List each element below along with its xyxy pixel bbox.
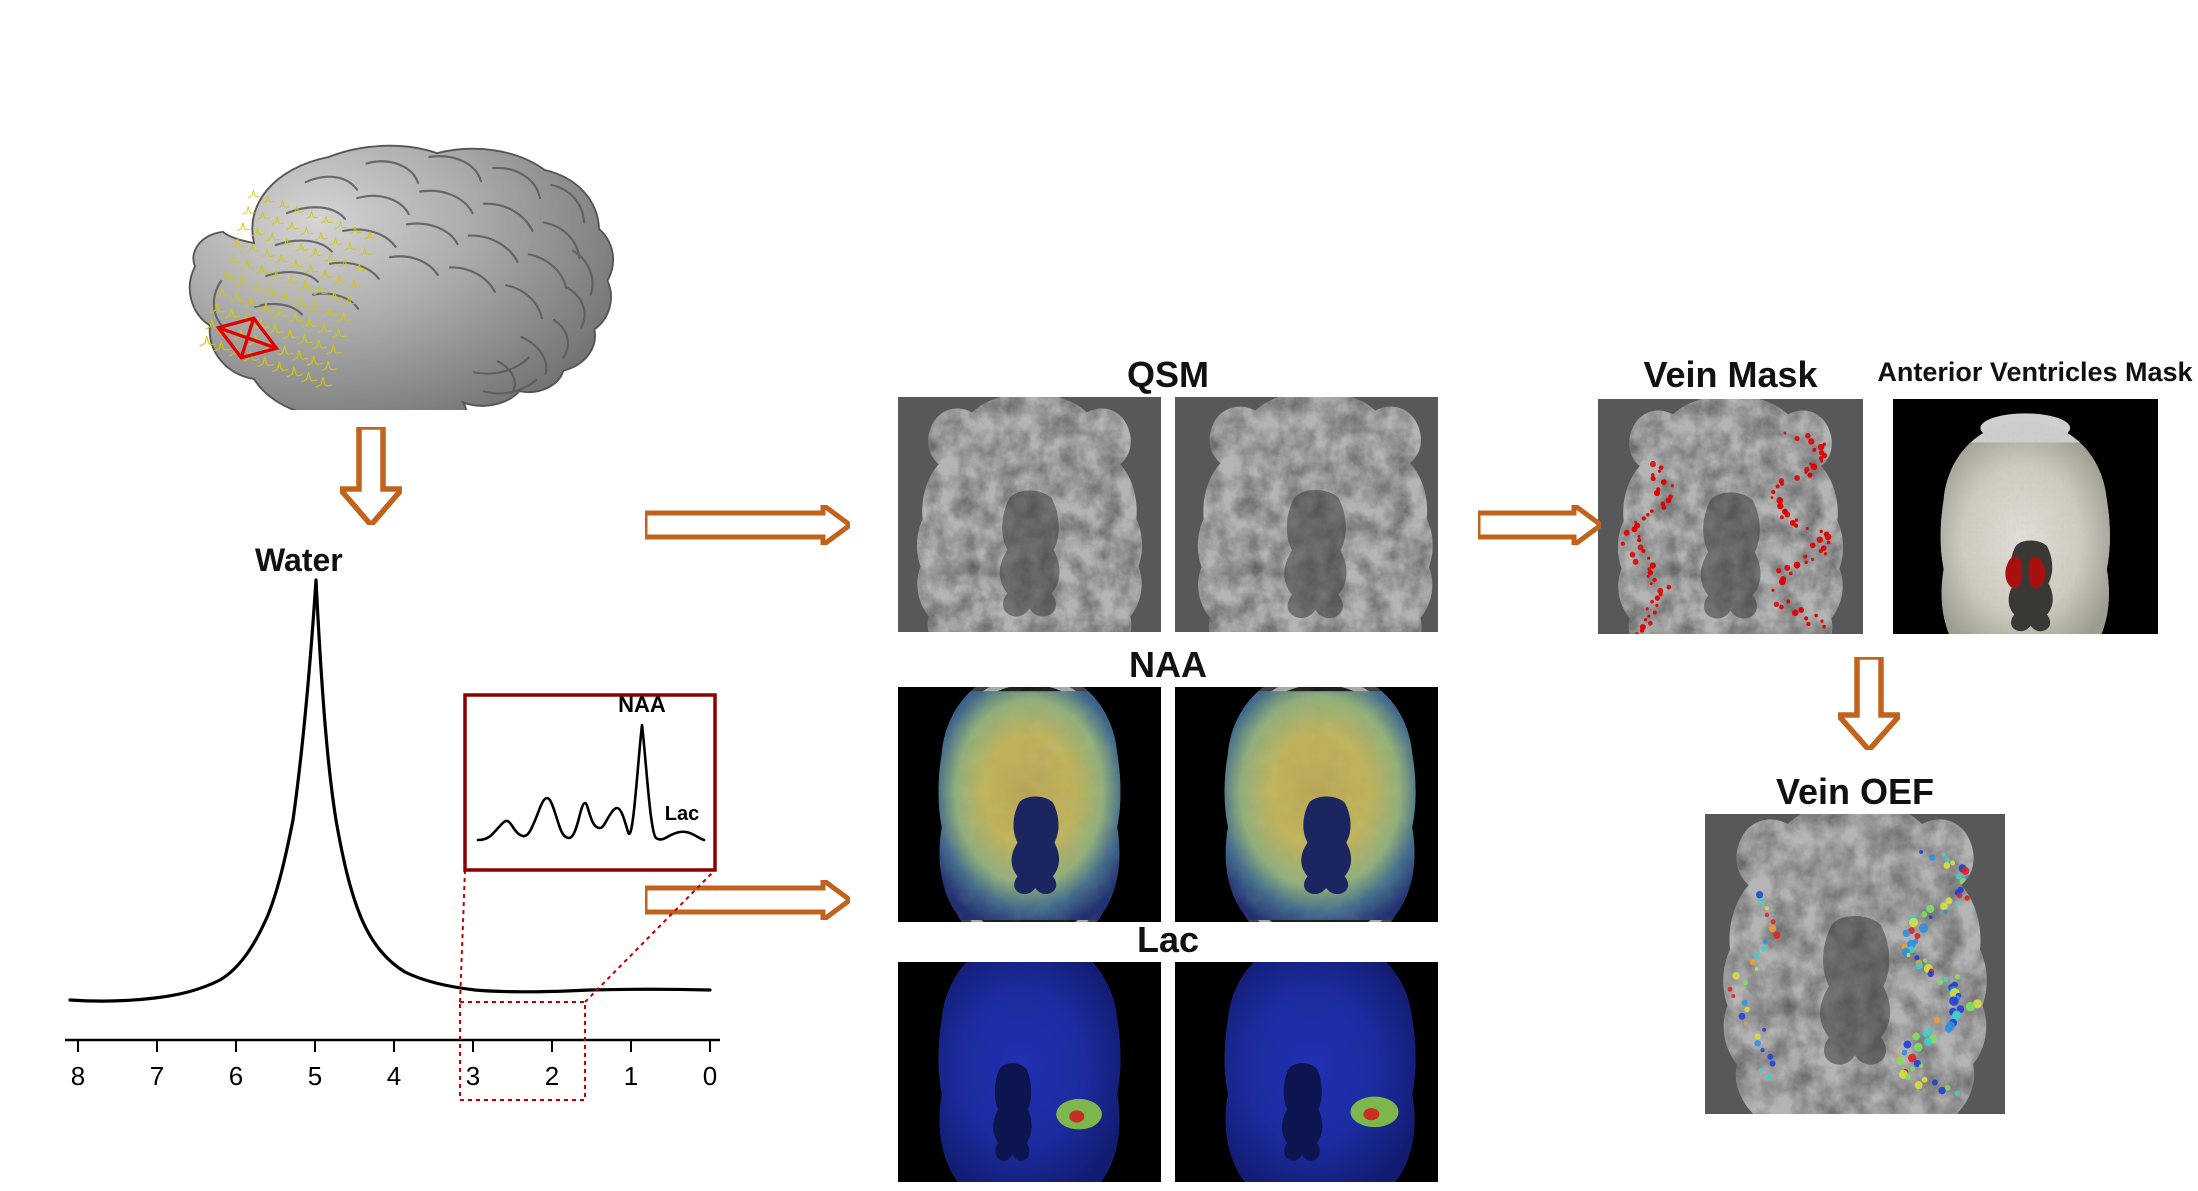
svg-text:3: 3 (466, 1061, 480, 1091)
svg-text:8: 8 (71, 1061, 85, 1091)
svg-text:NAA: NAA (618, 692, 666, 717)
svg-text:4: 4 (387, 1061, 401, 1091)
svg-text:6: 6 (229, 1061, 243, 1091)
svg-text:0: 0 (703, 1061, 717, 1091)
svg-text:1: 1 (624, 1061, 638, 1091)
svg-text:2: 2 (545, 1061, 559, 1091)
svg-text:5: 5 (308, 1061, 322, 1091)
svg-text:7: 7 (150, 1061, 164, 1091)
svg-text:Lac: Lac (665, 803, 699, 825)
